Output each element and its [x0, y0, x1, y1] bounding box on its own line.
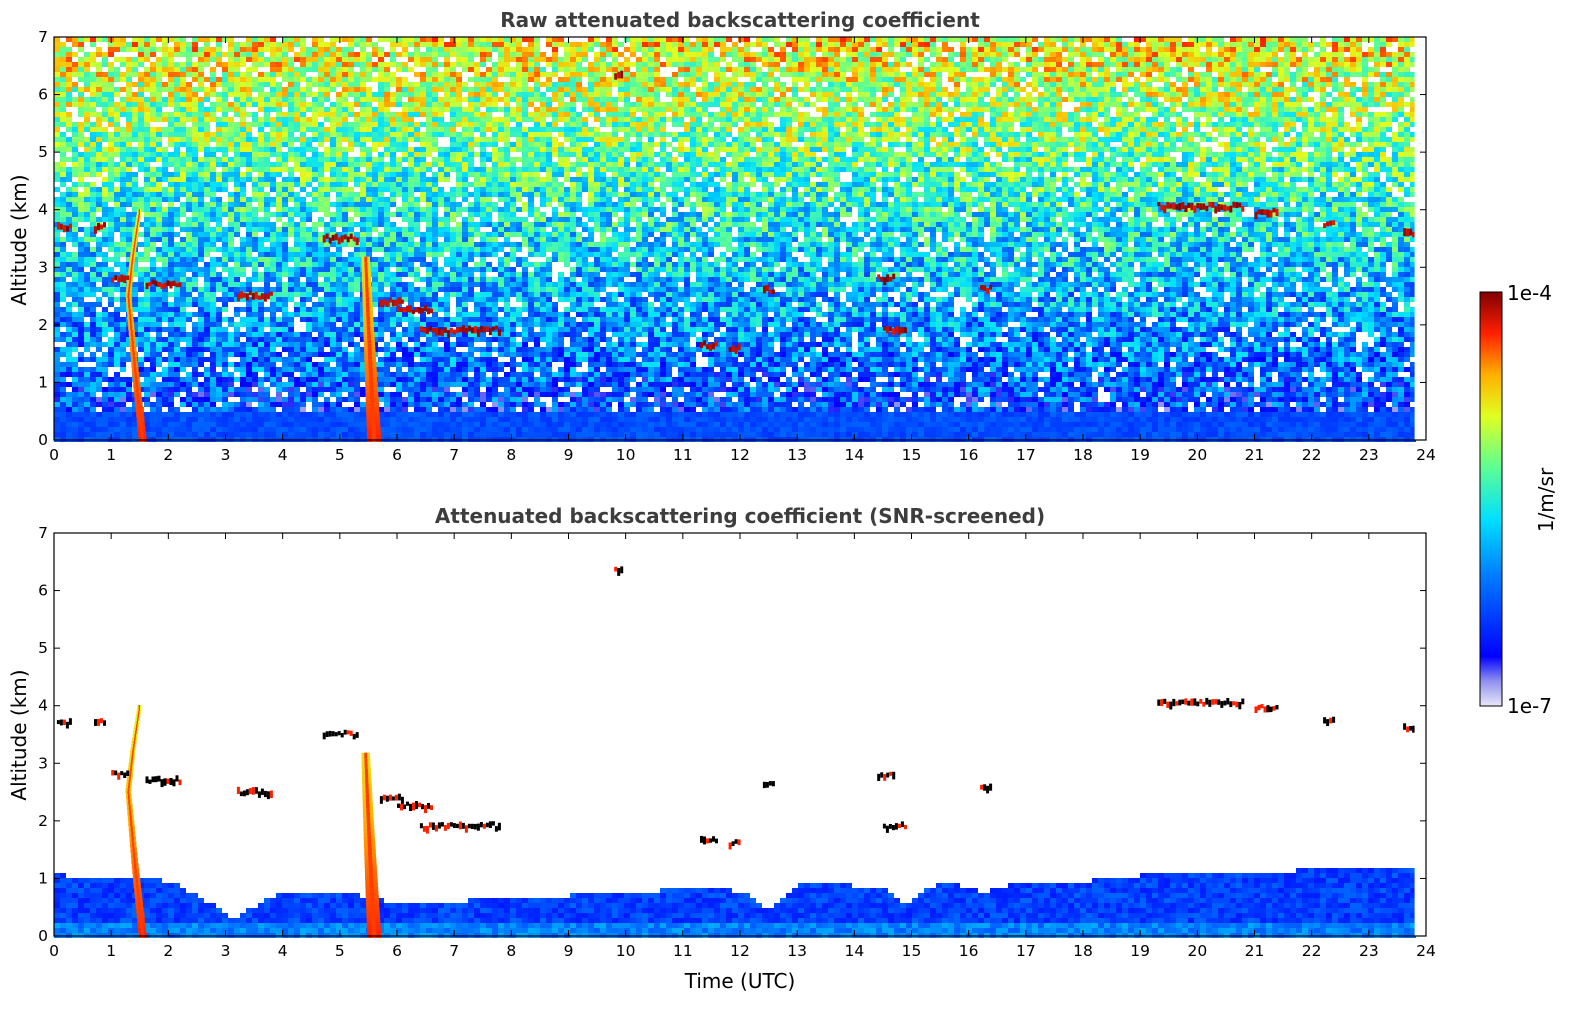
raw-x-axis: 0 1 2 3 4 5 6 7 8 9 10 11 12 13 14 15 16 17 18 19 20 21 22 23 24: [49, 37, 1436, 464]
x-tick-label: 3: [221, 446, 231, 464]
x-tick-label: 16: [959, 446, 979, 464]
y-tick-label: 3: [38, 754, 48, 772]
x-tick-label: 0: [49, 446, 59, 464]
raw-backscatter-panel: Raw attenuated backscattering coefficien…: [7, 8, 1436, 464]
screened-panel-title: Attenuated backscattering coefficient (S…: [435, 504, 1045, 528]
x-tick-label: 21: [1245, 446, 1265, 464]
x-tick-label: 9: [564, 942, 574, 960]
x-tick-label: 23: [1359, 942, 1379, 960]
y-tick-label: 0: [38, 927, 48, 945]
raw-y-axis-label: Altitude (km): [7, 174, 31, 305]
x-tick-label: 22: [1302, 942, 1322, 960]
x-tick-label: 14: [844, 942, 864, 960]
x-tick-label: 12: [730, 446, 750, 464]
y-tick-label: 0: [38, 431, 48, 449]
y-tick-label: 1: [38, 869, 48, 887]
y-tick-label: 2: [38, 812, 48, 830]
x-tick-label: 19: [1130, 942, 1150, 960]
x-tick-label: 21: [1245, 942, 1265, 960]
x-tick-label: 22: [1302, 446, 1322, 464]
x-tick-label: 2: [163, 942, 173, 960]
x-tick-label: 5: [335, 446, 345, 464]
y-tick-label: 7: [38, 524, 48, 542]
y-tick-label: 6: [38, 86, 48, 104]
x-tick-label: 18: [1073, 446, 1093, 464]
x-tick-label: 11: [673, 446, 693, 464]
x-tick-label: 9: [564, 446, 574, 464]
x-tick-label: 14: [844, 446, 864, 464]
x-tick-label: 8: [506, 446, 516, 464]
x-tick-label: 5: [335, 942, 345, 960]
time-axis-label: Time (UTC): [684, 969, 796, 993]
screened-x-axis: 0 1 2 3 4 5 6 7 8 9 10 11 12 13 14 15 16 17 18 19 20 21 22 23 24: [49, 533, 1436, 960]
y-tick-label: 5: [38, 143, 48, 161]
x-tick-label: 4: [278, 942, 288, 960]
x-tick-label: 20: [1187, 942, 1207, 960]
colorbar-min-label: 1e-7: [1507, 694, 1552, 718]
y-tick-label: 6: [38, 582, 48, 600]
x-tick-label: 23: [1359, 446, 1379, 464]
screened-heatmap: [54, 533, 1426, 938]
screened-backscatter-panel: Attenuated backscattering coefficient (S…: [7, 504, 1436, 993]
x-tick-label: 13: [787, 942, 807, 960]
x-tick-label: 10: [616, 942, 636, 960]
x-tick-label: 4: [278, 446, 288, 464]
y-tick-label: 7: [38, 28, 48, 46]
x-tick-label: 16: [959, 942, 979, 960]
x-tick-label: 6: [392, 446, 402, 464]
screened-y-axis-label: Altitude (km): [7, 669, 31, 800]
x-tick-label: 12: [730, 942, 750, 960]
x-tick-label: 15: [902, 446, 922, 464]
x-tick-label: 24: [1416, 446, 1436, 464]
x-tick-label: 24: [1416, 942, 1436, 960]
colorbar-unit-label: 1/m/sr: [1534, 467, 1558, 532]
x-tick-label: 13: [787, 446, 807, 464]
x-tick-label: 11: [673, 942, 693, 960]
x-tick-label: 15: [902, 942, 922, 960]
x-tick-label: 10: [616, 446, 636, 464]
x-tick-label: 17: [1016, 446, 1036, 464]
x-tick-label: 7: [449, 942, 459, 960]
x-tick-label: 1: [106, 446, 116, 464]
x-tick-label: 17: [1016, 942, 1036, 960]
colorbar-gradient: [1479, 291, 1503, 707]
raw-heatmap: [54, 37, 1426, 442]
x-tick-label: 0: [49, 942, 59, 960]
x-tick-label: 2: [163, 446, 173, 464]
x-tick-label: 19: [1130, 446, 1150, 464]
x-tick-label: 6: [392, 942, 402, 960]
y-tick-label: 1: [38, 373, 48, 391]
x-tick-label: 3: [221, 942, 231, 960]
y-tick-label: 5: [38, 639, 48, 657]
x-tick-label: 18: [1073, 942, 1093, 960]
x-tick-label: 7: [449, 446, 459, 464]
colorbar: 1e-4 1e-7 1/m/sr: [1479, 281, 1558, 718]
y-tick-label: 2: [38, 316, 48, 334]
raw-y-axis: 0 1 2 3 4 5 6 7: [38, 28, 1426, 449]
y-tick-label: 4: [38, 201, 48, 219]
x-tick-label: 8: [506, 942, 516, 960]
y-tick-label: 4: [38, 697, 48, 715]
screened-y-axis: 0 1 2 3 4 5 6 7: [38, 524, 1426, 945]
x-tick-label: 1: [106, 942, 116, 960]
colorbar-max-label: 1e-4: [1507, 281, 1552, 305]
raw-panel-title: Raw attenuated backscattering coefficien…: [500, 8, 980, 32]
y-tick-label: 3: [38, 258, 48, 276]
x-tick-label: 20: [1187, 446, 1207, 464]
